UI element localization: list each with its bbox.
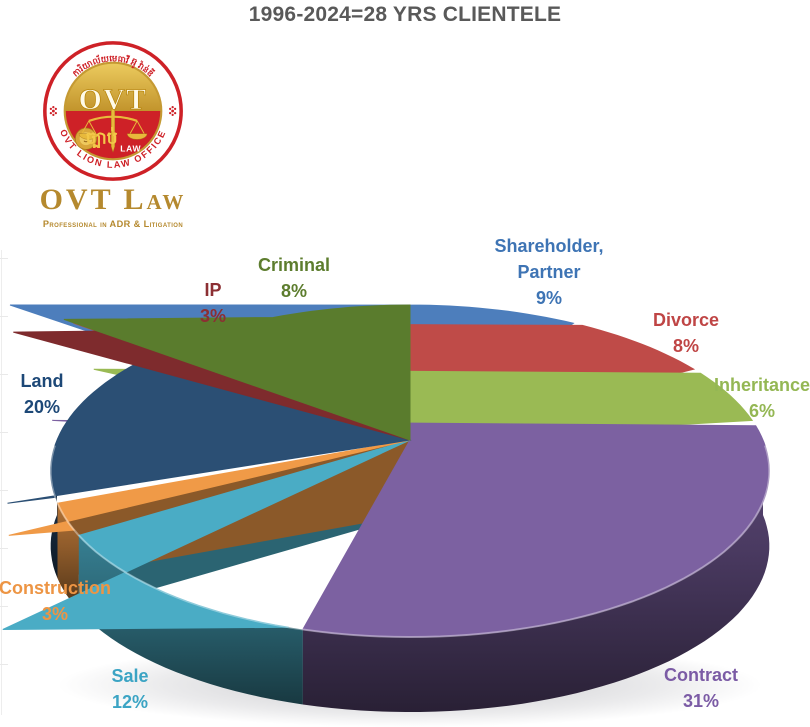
pie-label-divorce: Divorce 8% <box>653 307 719 359</box>
pie-label-percent: 3% <box>41 604 68 624</box>
pie-rim-highlight <box>49 445 771 639</box>
pie-label-sale: Sale 12% <box>111 663 148 715</box>
pie-label-percent: 8% <box>672 336 700 356</box>
pie-label-land: Land 20% <box>21 368 64 420</box>
pie-slice-criminal <box>63 304 411 441</box>
pie-label-percent: 6% <box>748 401 775 421</box>
pie-label-percent: 20% <box>23 397 61 417</box>
pie-label-ip: IP 3% <box>200 277 226 329</box>
pie-label-construction: Construction 3% <box>0 575 111 627</box>
pie-label-percent: 31% <box>682 691 720 711</box>
pie-label-shareholder-partner: Shareholder, Partner 9% <box>494 233 603 311</box>
pie-label-name: Land <box>20 371 64 391</box>
seal-law-label: LAW <box>120 143 141 153</box>
logo: ការិយាល័យមេធាវី អ៊ូ វ៉ាន់ឌី OVT LION LAW… <box>33 40 193 229</box>
pie-label-name: Construction <box>0 578 111 598</box>
seal-gold-ring <box>63 61 163 161</box>
pie-label-percent: 3% <box>199 306 227 326</box>
pie-label-percent: 8% <box>280 281 307 301</box>
pie-label-percent: 12% <box>111 692 149 712</box>
pie-label-name: Contract <box>663 665 739 685</box>
logo-seal-icon: ការិយាល័យមេធាវី អ៊ូ វ៉ាន់ឌី OVT LION LAW… <box>43 41 183 181</box>
logo-wordmark: OVT Law <box>39 183 187 216</box>
chart-title: 1996-2024=28 YRS CLIENTELE <box>248 3 562 26</box>
pie-label-name: Sale <box>111 666 149 686</box>
seal-khmer-law-text: ច្បាប់ <box>86 127 118 149</box>
pie-label-name: IP <box>204 280 222 300</box>
pie-slice-side-contract <box>302 440 770 712</box>
seal-monogram: OVT <box>79 83 148 116</box>
pie-slice-contract <box>52 419 770 638</box>
pie-label-name: Divorce <box>652 310 720 330</box>
pie-label-name: Criminal <box>257 255 331 275</box>
scales-of-justice-icon <box>78 107 148 153</box>
flower-icon <box>49 105 177 117</box>
seal-gold-half <box>64 62 162 111</box>
pie-slice-sale <box>2 439 411 630</box>
pie-slice-construction <box>8 439 411 536</box>
pie-label-name: Shareholder, Partner <box>494 236 604 282</box>
pie-label-name: Inheritance <box>713 375 810 395</box>
pie-label-percent: 9% <box>535 288 563 308</box>
pie-label-contract: Contract 31% <box>664 662 738 714</box>
background-gridlines <box>0 258 8 698</box>
pie-label-criminal: Criminal 8% <box>258 252 330 304</box>
pie-label-inheritance: Inheritance 6% <box>714 372 810 424</box>
logo-tagline: Professional in ADR & Litigation <box>42 219 184 229</box>
